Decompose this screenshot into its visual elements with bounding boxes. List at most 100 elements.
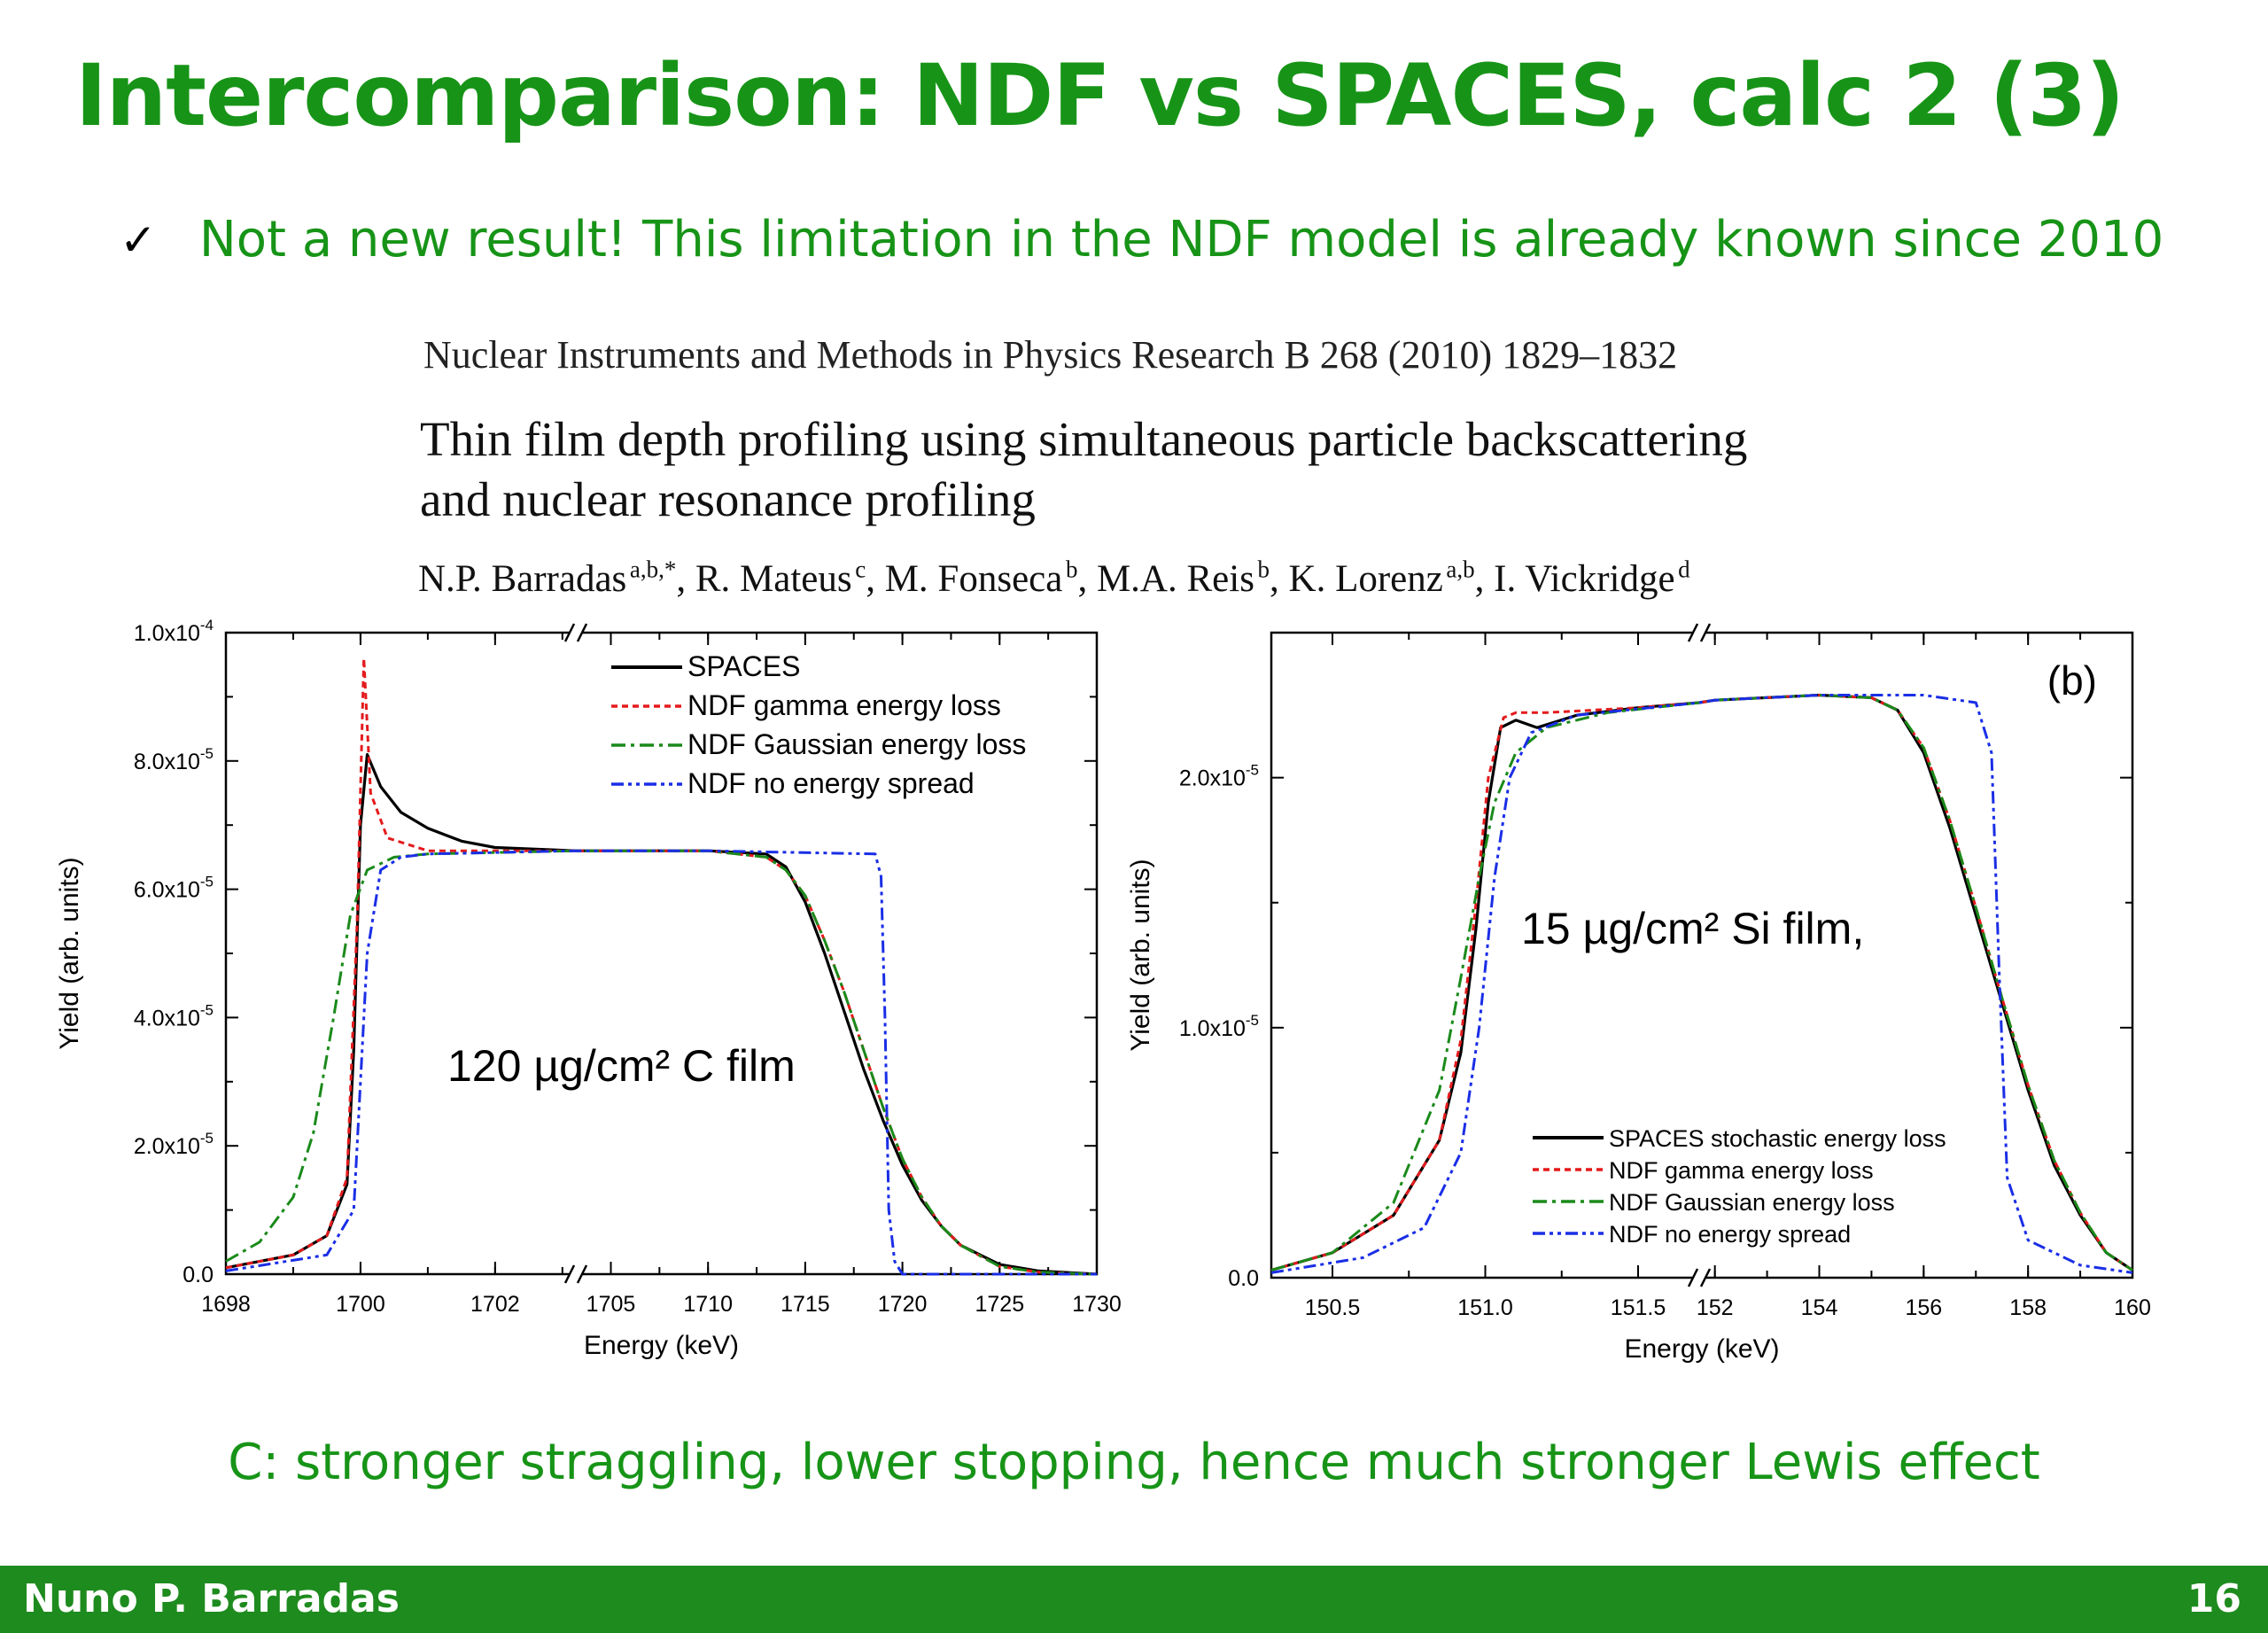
x-tick-label: 151.5 [1611, 1295, 1666, 1320]
slide-title: Intercomparison: NDF vs SPACES, calc 2 (… [75, 46, 2124, 145]
y-tick-label-exponent: -5 [200, 1130, 214, 1147]
author-name: K. Lorenz [1288, 558, 1443, 601]
author-affiliation: a,b [1446, 556, 1475, 583]
axis-break-gap [1692, 1274, 1706, 1281]
check-icon: ✓ [120, 214, 157, 266]
y-tick-label-base: 2.0x10 [134, 1134, 200, 1159]
author-separator: , [1077, 558, 1097, 601]
legend-label-1: SPACES [687, 650, 800, 682]
author-name: M.A. Reis [1096, 558, 1254, 601]
legend-label-4: NDF no energy spread [1609, 1221, 1851, 1248]
legend-label-3: NDF Gaussian energy loss [687, 728, 1026, 760]
y-tick-label: 2.0x10-5 [134, 1130, 214, 1159]
y-tick-label: 1.0x10-5 [1179, 1012, 1259, 1041]
axis-break-mark [1687, 1268, 1699, 1287]
author-5: K. Lorenz a,b, [1288, 556, 1495, 601]
axis-break-mark [563, 623, 576, 642]
x-tick-label: 1702 [470, 1292, 520, 1317]
y-tick-label: 8.0x10-5 [134, 745, 214, 774]
x-tick-label: 152 [1697, 1295, 1734, 1320]
x-axis-title: Energy (keV) [1624, 1334, 1779, 1364]
y-axis-title: Yield (arb. units) [1126, 859, 1155, 1051]
axis-break-gap [1692, 629, 1706, 636]
conclusion-text: C: stronger straggling, lower stopping, … [228, 1434, 2040, 1491]
x-tick-label: 1700 [336, 1292, 385, 1317]
chart-silicon-film: 0.0 1.0x10-5 2.0x10-5 150.5 151.0 151.5 152 154… [1121, 620, 2166, 1373]
panel-label: (b) [2047, 657, 2097, 704]
author-name: N.P. Barradas [418, 558, 627, 601]
author-affiliation: b [1257, 556, 1270, 583]
series-line-3 [225, 849, 1098, 1276]
author-separator: , [1270, 558, 1289, 601]
axis-break-gap [569, 1271, 583, 1278]
axis-break-mark [1699, 623, 1712, 642]
y-tick-label: 1.0x10-4 [134, 617, 214, 646]
author-3: M. Fonseca b, [884, 556, 1097, 601]
author-name: I. Vickridge [1494, 558, 1675, 601]
paper-title-line-1: Thin film depth profiling using simultan… [420, 412, 1748, 466]
y-tick-label-base: 1.0x10 [134, 621, 200, 646]
film-annotation: 15 µg/cm² Si film, [1521, 904, 1864, 953]
author-name: M. Fonseca [884, 558, 1063, 601]
author-4: M.A. Reis b, [1096, 556, 1289, 601]
y-tick-label-exponent: -5 [200, 745, 214, 762]
axis-break-mark [576, 623, 588, 642]
journal-citation: Nuclear Instruments and Methods in Physi… [423, 333, 1678, 377]
axis-break-mark [1699, 1268, 1712, 1287]
y-axis-title: Yield (arb. units) [55, 857, 84, 1049]
series-line-4 [1270, 694, 2133, 1274]
y-tick-label-exponent: -5 [200, 1001, 214, 1018]
x-tick-label: 150.5 [1305, 1295, 1361, 1320]
x-tick-label: 1705 [586, 1292, 636, 1317]
y-tick-label-base: 2.0x10 [1179, 766, 1246, 791]
legend-label-2: NDF gamma energy loss [1609, 1157, 1874, 1184]
chart-carbon-film-svg: 0.02.0x10-54.0x10-56.0x10-58.0x10-51.0x1… [55, 617, 1122, 1360]
y-tick-label-base: 6.0x10 [134, 878, 200, 903]
chart-silicon-film-svg: 0.0 1.0x10-5 2.0x10-5 150.5 151.0 151.5 152 154… [1126, 623, 2151, 1364]
y-tick-label-exponent: -5 [1246, 762, 1259, 779]
x-tick-label: 1710 [683, 1292, 733, 1317]
chart-carbon-film: 0.0 2.0x10-5 4.0x10-5 6.0x10-5 8.0x10-5 1.0x1… [53, 617, 1134, 1373]
x-tick-label: 160 [2114, 1295, 2151, 1320]
author-2: R. Mateus c, [695, 556, 885, 601]
plot-frame [224, 631, 1099, 1276]
x-tick-label: 1698 [201, 1292, 251, 1317]
x-tick-label: 1725 [975, 1292, 1024, 1317]
author-1: N.P. Barradas a,b,*, [418, 556, 695, 601]
author-affiliation: b [1065, 556, 1078, 583]
y-tick-label-base: 4.0x10 [134, 1006, 200, 1030]
x-tick-label: 1720 [878, 1292, 928, 1317]
legend-label-2: NDF gamma energy loss [687, 689, 1001, 721]
paper-title: Thin film depth profiling using simultan… [420, 409, 1944, 530]
y-tick-label-base: 0.0 [1228, 1266, 1259, 1291]
x-tick-label: 156 [1905, 1295, 1942, 1320]
y-tick-label: 6.0x10-5 [134, 874, 214, 903]
author-affiliation: c [855, 556, 866, 583]
axis-break-mark [576, 1264, 588, 1284]
bullet-point: ✓ Not a new result! This limitation in t… [120, 211, 2163, 268]
x-axis-title: Energy (keV) [584, 1331, 739, 1360]
legend-label-1: SPACES stochastic energy loss [1609, 1125, 1946, 1152]
y-tick-label-base: 0.0 [183, 1263, 214, 1287]
y-tick-label-exponent: -4 [200, 617, 214, 634]
author-list: N.P. Barradas a,b,*, R. Mateus c, M. Fon… [418, 556, 1690, 601]
footer-bar: Nuno P. Barradas 16 [0, 1566, 2268, 1633]
author-affiliation: a,b,* [629, 556, 677, 583]
x-tick-label: 158 [2009, 1295, 2047, 1320]
film-annotation: 120 µg/cm² C film [447, 1041, 796, 1091]
x-tick-label: 154 [1801, 1295, 1838, 1320]
y-tick-label: 0.0 [1228, 1266, 1259, 1291]
axis-break-mark [563, 1264, 576, 1284]
author-separator: , [866, 558, 885, 601]
series-line-3 [1270, 694, 2133, 1271]
author-name: R. Mateus [695, 558, 852, 601]
axis-break-gap [569, 629, 583, 636]
x-tick-label: 151.0 [1457, 1295, 1513, 1320]
y-tick-label: 4.0x10-5 [134, 1001, 214, 1030]
author-separator: , [676, 558, 695, 601]
legend-label-3: NDF Gaussian energy loss [1609, 1189, 1895, 1216]
axis-break-mark [1687, 623, 1699, 642]
series-line-4 [225, 849, 1097, 1276]
author-6: I. Vickridge d [1494, 556, 1690, 601]
y-tick-label-base: 8.0x10 [134, 750, 200, 774]
